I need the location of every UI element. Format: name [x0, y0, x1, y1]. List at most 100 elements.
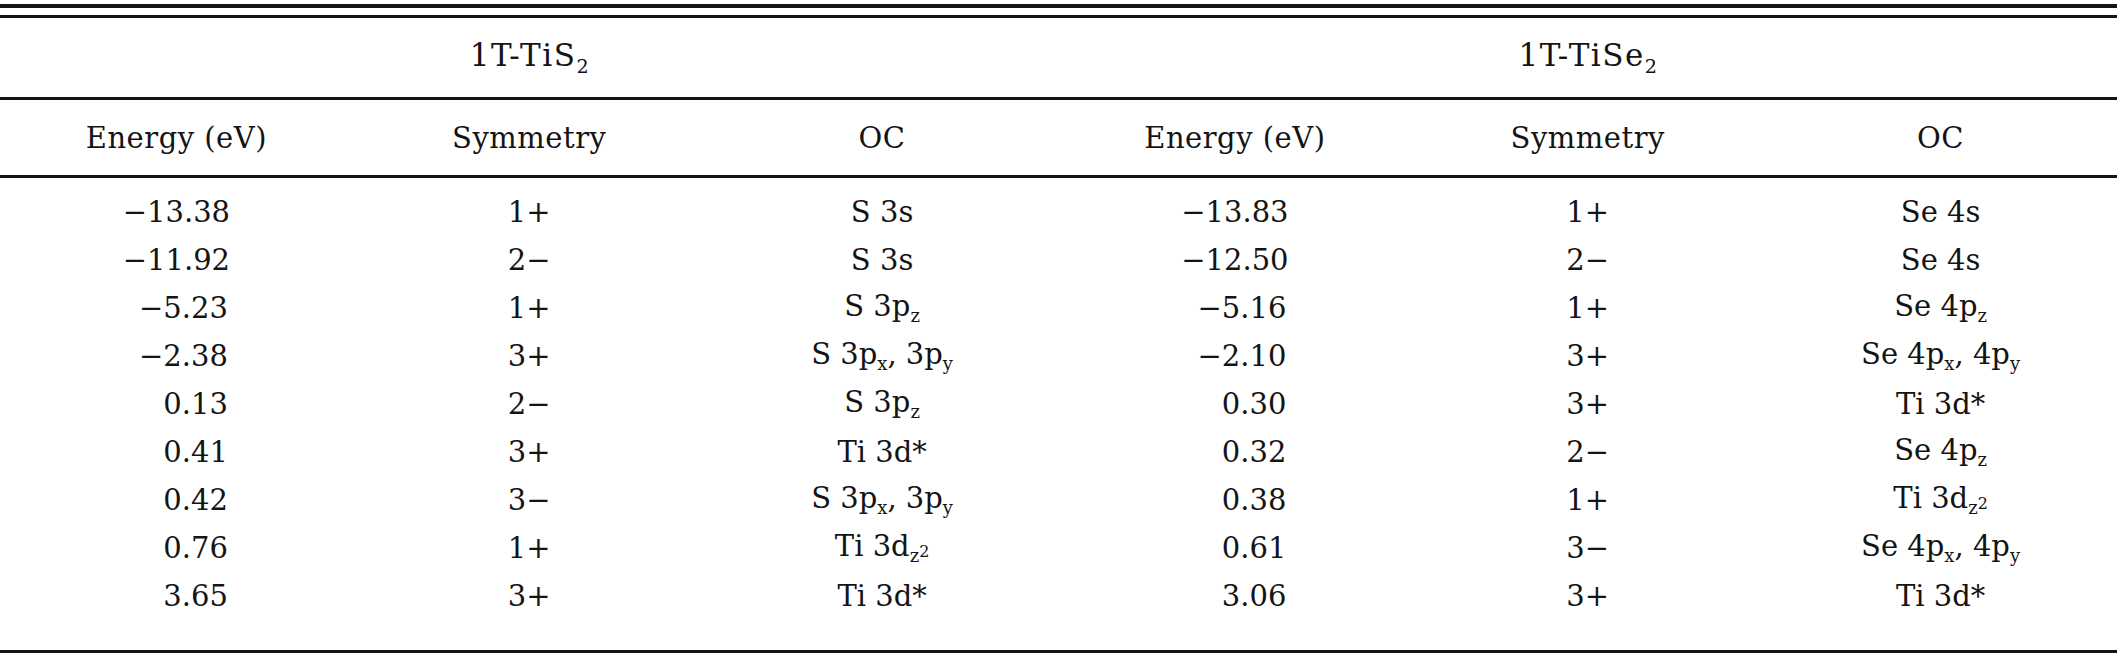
table-row: 0.413+Ti 3d* 0.32 2−Se 4pz — [0, 428, 2117, 476]
energy-value: 0.13 — [125, 387, 228, 421]
symmetry-cell: 1+ — [353, 284, 706, 332]
subscript-text: y — [943, 354, 953, 375]
orbital-energy-table-card: 1T-TiS2 1T-TiSe2 Energy (eV) Symmetry OC… — [0, 4, 2117, 653]
energy-value: −2.38 — [125, 339, 228, 373]
symmetry-cell: 3+ — [1411, 380, 1764, 428]
orbital-energy-table: 1T-TiS2 1T-TiSe2 Energy (eV) Symmetry OC… — [0, 15, 2117, 653]
energy-value: −2.10 — [1183, 339, 1286, 373]
oc-cell: Se 4pz — [1764, 428, 2117, 476]
symmetry-cell: 1+ — [1411, 476, 1764, 524]
energy-cell: −13.83 — [1058, 177, 1411, 237]
energy-cell: 3.06 — [1058, 572, 1411, 652]
oc-cell: Se 4pz — [1764, 284, 2117, 332]
table-body: −13.381+S 3s−13.831+Se 4s−11.922−S 3s−12… — [0, 177, 2117, 653]
column-header-row: Energy (eV) Symmetry OC Energy (eV) Symm… — [0, 99, 2117, 177]
oc-cell: Se 4s — [1764, 177, 2117, 237]
subscript-superscript-text: 2 — [919, 543, 929, 562]
energy-cell: −2.38 — [0, 332, 353, 380]
table-row: 0.76 1+Ti 3dz2 0.61 3−Se 4px, 4py — [0, 524, 2117, 572]
energy-cell: 0.38 — [1058, 476, 1411, 524]
subscript-text: x — [1944, 546, 1954, 567]
subscript-text: z — [910, 306, 919, 327]
symmetry-cell: 2− — [353, 236, 706, 284]
energy-value: −5.16 — [1183, 291, 1286, 325]
symmetry-cell: 3+ — [353, 428, 706, 476]
symmetry-cell: 3+ — [353, 572, 706, 652]
energy-cell: 0.41 — [0, 428, 353, 476]
energy-value: −5.23 — [125, 291, 228, 325]
energy-value: 0.42 — [125, 483, 228, 517]
oc-cell: Se 4px, 4py — [1764, 332, 2117, 380]
energy-cell: −5.23 — [0, 284, 353, 332]
group-header-tise2: 1T-TiSe2 — [1058, 17, 2117, 99]
symmetry-cell: 1+ — [353, 177, 706, 237]
oc-cell: Se 4s — [1764, 236, 2117, 284]
energy-value: 0.76 — [125, 531, 228, 565]
energy-value: −11.92 — [123, 243, 230, 277]
symmetry-cell: 1+ — [1411, 177, 1764, 237]
symmetry-cell: 3+ — [1411, 332, 1764, 380]
oc-cell: Ti 3d* — [1764, 572, 2117, 652]
energy-cell: 3.65 — [0, 572, 353, 652]
subscript-text: y — [2010, 354, 2020, 375]
oc-cell: Ti 3d* — [706, 428, 1059, 476]
column-header-energy-tise2: Energy (eV) — [1058, 99, 1411, 177]
oc-cell: Ti 3dz2 — [706, 524, 1059, 572]
energy-cell: 0.42 — [0, 476, 353, 524]
energy-cell: −5.16 — [1058, 284, 1411, 332]
table-row: 3.653+Ti 3d*3.063+Ti 3d* — [0, 572, 2117, 652]
energy-cell: 0.61 — [1058, 524, 1411, 572]
energy-value: −13.83 — [1181, 195, 1288, 229]
subscript-text: 2 — [1645, 55, 1657, 78]
table-row: −2.383+S 3px, 3py−2.103+Se 4px, 4py — [0, 332, 2117, 380]
oc-cell: S 3px, 3py — [706, 332, 1059, 380]
symmetry-cell: 1+ — [1411, 284, 1764, 332]
paper-table-page: 1T-TiS2 1T-TiSe2 Energy (eV) Symmetry OC… — [0, 0, 2117, 653]
energy-cell: −2.10 — [1058, 332, 1411, 380]
oc-cell: S 3px, 3py — [706, 476, 1059, 524]
oc-cell: Ti 3dz2 — [1764, 476, 2117, 524]
energy-value: 0.61 — [1183, 531, 1286, 565]
energy-value: −13.38 — [123, 195, 230, 229]
column-header-symmetry-tise2: Symmetry — [1411, 99, 1764, 177]
oc-cell: Se 4px, 4py — [1764, 524, 2117, 572]
energy-cell: 0.76 — [0, 524, 353, 572]
energy-value: 0.32 — [1183, 435, 1286, 469]
oc-cell: Ti 3d* — [706, 572, 1059, 652]
subscript-text: x — [877, 354, 887, 375]
energy-value: 3.06 — [1183, 579, 1286, 613]
subscript-superscript-text: 2 — [1978, 495, 1988, 514]
group-header-tis2: 1T-TiS2 — [0, 17, 1058, 99]
column-header-oc-tise2: OC — [1764, 99, 2117, 177]
subscript-text: z — [910, 546, 919, 567]
energy-cell: 0.32 — [1058, 428, 1411, 476]
symmetry-cell: 1+ — [353, 524, 706, 572]
energy-cell: −11.92 — [0, 236, 353, 284]
oc-cell: S 3pz — [706, 380, 1059, 428]
table-row: −13.381+S 3s−13.831+Se 4s — [0, 177, 2117, 237]
table-row: −11.922−S 3s−12.502−Se 4s — [0, 236, 2117, 284]
column-header-symmetry-tis2: Symmetry — [353, 99, 706, 177]
energy-value: 0.30 — [1183, 387, 1286, 421]
energy-value: 3.65 — [125, 579, 228, 613]
subscript-text: z — [910, 402, 919, 423]
table-row: −5.231+S 3pz−5.161+Se 4pz — [0, 284, 2117, 332]
oc-cell: S 3s — [706, 177, 1059, 237]
oc-cell: Ti 3d* — [1764, 380, 2117, 428]
oc-cell: S 3pz — [706, 284, 1059, 332]
subscript-text: y — [943, 498, 953, 519]
energy-cell: −13.38 — [0, 177, 353, 237]
subscript-text: z — [1968, 498, 1977, 519]
symmetry-cell: 3− — [1411, 524, 1764, 572]
subscript-text: y — [2010, 546, 2020, 567]
subscript-text: z — [1977, 306, 1986, 327]
symmetry-cell: 3+ — [1411, 572, 1764, 652]
energy-value: 0.38 — [1183, 483, 1286, 517]
column-header-oc-tis2: OC — [706, 99, 1059, 177]
oc-cell: S 3s — [706, 236, 1059, 284]
energy-cell: 0.30 — [1058, 380, 1411, 428]
subscript-text: 2 — [576, 55, 588, 78]
symmetry-cell: 2− — [1411, 428, 1764, 476]
table-head: 1T-TiS2 1T-TiSe2 Energy (eV) Symmetry OC… — [0, 17, 2117, 177]
symmetry-cell: 2− — [353, 380, 706, 428]
